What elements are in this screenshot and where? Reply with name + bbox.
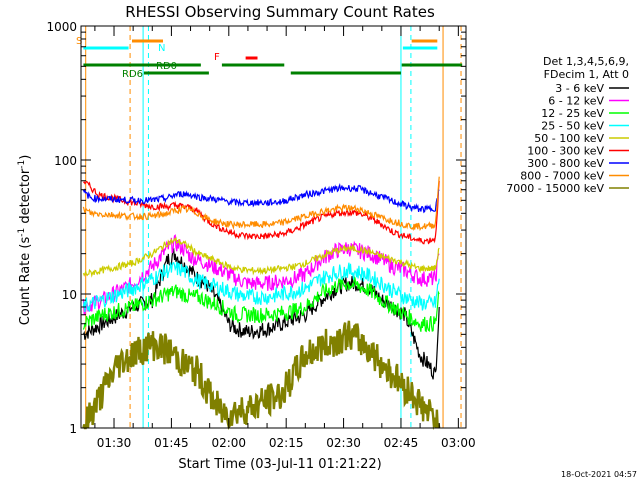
- legend-label-5: 100 - 300 keV: [527, 145, 604, 158]
- legend-label-4: 50 - 100 keV: [534, 132, 604, 145]
- timestamp: 18-Oct-2021 04:57: [561, 470, 637, 479]
- state-bar-label-n: N: [158, 43, 165, 54]
- y-axis-label-main: Count Rate (s: [18, 237, 33, 326]
- series-line-4: [82, 236, 440, 278]
- y-axis-label: Count Rate (s-1 detector-1): [17, 155, 33, 326]
- legend-label-0: 3 - 6 keV: [555, 82, 604, 95]
- x-tick-label-4: 02:30: [326, 436, 361, 450]
- legend-label-1: 6 - 12 keV: [548, 95, 604, 108]
- x-tick-label-2: 02:00: [211, 436, 246, 450]
- y-axis-label-sup2: -1: [17, 160, 27, 169]
- series-line-5: [83, 180, 440, 245]
- state-bar-label-f: F: [214, 52, 220, 63]
- legend-label-6: 300 - 800 keV: [527, 157, 604, 170]
- x-tick-label-3: 02:15: [269, 436, 304, 450]
- series-line-6: [82, 183, 440, 214]
- y-tick-label-0: 1: [69, 422, 77, 436]
- detector-info-line2: FDecim 1, Att 0: [544, 68, 629, 81]
- legend-label-3: 25 - 50 keV: [541, 120, 604, 133]
- y-axis-label-end: ): [18, 155, 33, 160]
- series-line-7: [82, 176, 440, 232]
- state-bar-label-s: S: [76, 36, 82, 47]
- x-tick-label-5: 02:45: [384, 436, 419, 450]
- plot-frame: [80, 25, 467, 429]
- legend-label-7: 800 - 7000 keV: [520, 170, 604, 183]
- x-tick-label-1: 01:45: [154, 436, 189, 450]
- y-tick-label-2: 100: [54, 154, 77, 168]
- state-bar-label-rd6: RD6: [122, 69, 143, 80]
- y-axis-label-sup1: -1: [17, 228, 27, 237]
- legend-label-8: 7000 - 15000 keV: [506, 182, 604, 195]
- x-tick-label-6: 03:00: [441, 436, 476, 450]
- series-line-3: [82, 261, 440, 312]
- y-tick-label-3: 1000: [46, 20, 77, 34]
- axes: 1 10 100 1000 01:30 01:45 02:00 02:15 02:30 02:45…: [46, 20, 475, 450]
- y-axis-label-mid: detector: [18, 168, 33, 228]
- series-layer: [82, 176, 441, 431]
- series-line-2: [82, 275, 440, 333]
- state-bar-label-rd0: RD0: [156, 61, 177, 72]
- vertical-markers: [85, 26, 462, 428]
- state-bars: S N RD0 RD6 F: [76, 36, 463, 80]
- detector-info-line1: Det 1,3,4,5,6,9,: [543, 55, 629, 68]
- series-line-8: [82, 320, 441, 431]
- legend-label-2: 12 - 25 keV: [541, 107, 604, 120]
- x-axis-label: Start Time (03-Jul-11 01:21:22): [178, 457, 381, 472]
- y-tick-label-1: 10: [62, 288, 77, 302]
- x-tick-label-0: 01:30: [97, 436, 132, 450]
- chart-title: RHESSI Observing Summary Count Rates: [125, 3, 435, 21]
